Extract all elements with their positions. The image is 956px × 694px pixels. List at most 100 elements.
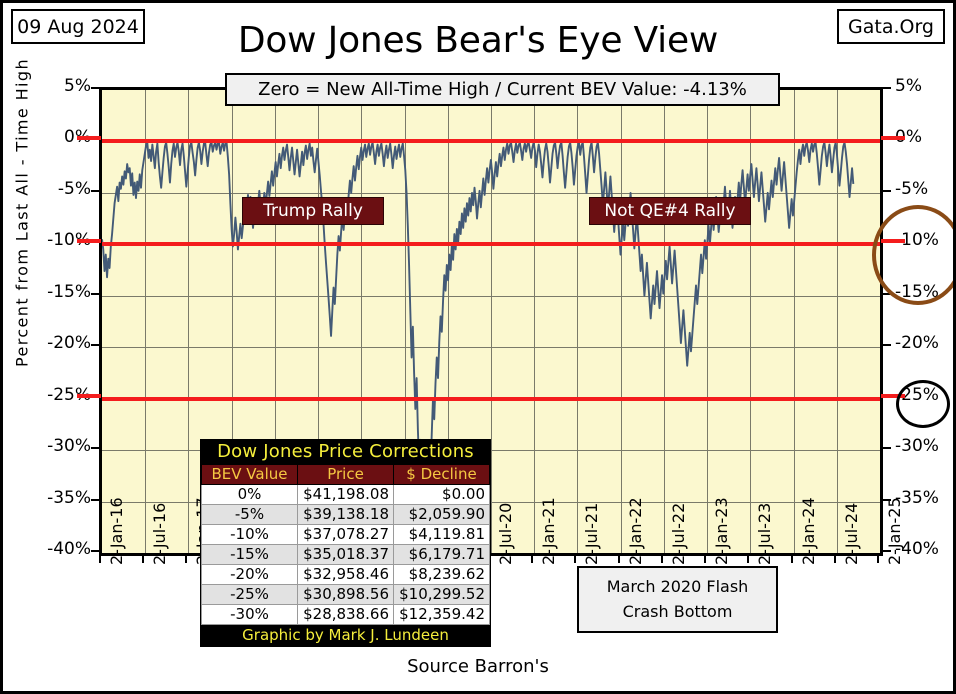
table-cell: $35,018.37 — [297, 544, 394, 565]
table-cell: -20% — [201, 564, 298, 585]
reference-line-stub — [77, 239, 101, 244]
y-tick-label-right: 0% — [895, 127, 922, 148]
table-footer-credit: Graphic by Mark J. Lundeen — [201, 625, 490, 646]
date-text: 09 Aug 2024 — [17, 15, 139, 38]
reference-line — [102, 396, 880, 401]
x-tick-mark — [747, 556, 750, 563]
table-cell: $2,059.90 — [393, 504, 490, 525]
y-tick-label-right: -40% — [895, 539, 939, 559]
annotation-flash-crash: March 2020 Flash Crash Bottom — [577, 566, 778, 633]
reference-line — [102, 139, 880, 144]
y-tick-mark-right — [883, 498, 891, 501]
table-row: -30% $28,838.66 $12,359.42 — [201, 604, 490, 625]
y-tick-label-right: -20% — [895, 333, 939, 354]
date-badge: 09 Aug 2024 — [11, 9, 145, 44]
plot-inner — [102, 90, 880, 553]
page-title: Dow Jones Bear's Eye View — [237, 20, 719, 61]
qe4-rally-label: Not QE#4 Rally — [604, 201, 736, 221]
y-tick-mark-left — [91, 498, 99, 501]
gridline-vertical — [534, 90, 536, 553]
x-tick-mark — [704, 556, 707, 563]
table-cell: $12,359.42 — [393, 604, 490, 625]
gridline-vertical — [404, 90, 406, 553]
x-tick-mark — [660, 556, 663, 563]
table-header-row: BEV Value Price $ Decline — [201, 464, 490, 485]
table-title: Dow Jones Price Corrections — [201, 440, 490, 464]
source-label: Source Barron's — [407, 656, 549, 677]
y-tick-label-left: -30% — [47, 436, 91, 457]
y-tick-mark-left — [91, 344, 99, 347]
corrections-grid: BEV Value Price $ Decline 0% $41,198.08 $0… — [201, 464, 490, 625]
y-tick-mark-left — [91, 189, 99, 192]
flash-crash-line2: Crash Bottom — [622, 601, 733, 621]
plot-area: Trump Rally Not QE#4 Rally March 2020 Fl… — [99, 87, 953, 647]
x-tick-mark — [790, 556, 793, 563]
x-tick-mark — [531, 556, 534, 563]
table-cell: $0.00 — [393, 484, 490, 505]
col-bev-value: BEV Value — [201, 464, 298, 485]
gridline-vertical — [361, 90, 363, 553]
y-tick-label-left: -35% — [47, 487, 91, 508]
y-tick-mark-right — [883, 550, 891, 552]
y-tick-mark-left — [91, 447, 99, 450]
reference-line-stub — [881, 136, 905, 141]
gridline-vertical — [750, 90, 752, 553]
gridline-vertical — [836, 90, 838, 553]
trump-rally-label: Trump Rally — [263, 201, 363, 221]
table-cell: $8,239.62 — [393, 564, 490, 585]
x-tick-mark — [833, 556, 836, 563]
y-tick-mark-right — [883, 292, 891, 295]
table-cell: 0% — [201, 484, 298, 505]
highlight-circle-bear-threshold — [896, 380, 950, 428]
x-tick-mark — [617, 556, 620, 563]
x-tick-mark — [99, 556, 101, 563]
brand-text: Gata.Org — [848, 15, 934, 38]
reference-line-stub — [881, 393, 905, 398]
y-tick-mark-right — [883, 189, 891, 192]
gridline-vertical — [318, 90, 320, 553]
col-dollar-decline: $ Decline — [393, 464, 490, 485]
table-body: 0% $41,198.08 $0.00 -5% $39,138.18 $2,059.90-… — [201, 484, 490, 625]
y-tick-label-left: -25% — [47, 384, 91, 405]
reference-line-stub — [77, 136, 101, 141]
y-tick-mark-left — [91, 550, 99, 552]
table-cell: $28,838.66 — [297, 604, 394, 625]
table-cell: -5% — [201, 504, 298, 525]
subtitle-text: Zero = New All-Time High / Current BEV V… — [258, 79, 747, 100]
col-price: Price — [297, 464, 394, 485]
table-cell: -10% — [201, 524, 298, 545]
table-cell: -15% — [201, 544, 298, 565]
y-tick-label-left: -40% — [47, 539, 91, 559]
subtitle-banner: Zero = New All-Time High / Current BEV V… — [225, 73, 780, 106]
gridline-vertical — [145, 90, 147, 553]
gridline-vertical — [663, 90, 665, 553]
y-tick-label-left: -5% — [57, 178, 91, 199]
y-tick-mark-right — [883, 87, 891, 89]
gridline-vertical — [231, 90, 233, 553]
table-cell: $37,078.27 — [297, 524, 394, 545]
table-row: -20% $32,958.46 $8,239.62 — [201, 564, 490, 585]
table-cell: $4,119.81 — [393, 524, 490, 545]
brand-badge: Gata.Org — [837, 9, 945, 44]
reference-line — [102, 242, 880, 247]
y-tick-label-left: 5% — [64, 76, 91, 96]
x-tick-mark — [142, 556, 145, 563]
y-tick-label-right: -30% — [895, 436, 939, 457]
gridline-vertical — [793, 90, 795, 553]
highlight-circle-recent — [872, 205, 953, 305]
table-row: -25% $30,898.56 $10,299.52 — [201, 584, 490, 605]
table-cell: $41,198.08 — [297, 484, 394, 505]
y-tick-label-left: -10% — [47, 230, 91, 251]
gridline-vertical — [707, 90, 709, 553]
annotation-qe4-rally: Not QE#4 Rally — [589, 197, 751, 225]
table-cell: -30% — [201, 604, 298, 625]
y-tick-mark-left — [91, 87, 99, 89]
y-tick-label-left: -15% — [47, 281, 91, 302]
table-cell: -25% — [201, 584, 298, 605]
x-tick-mark — [185, 556, 188, 563]
table-row: 0% $41,198.08 $0.00 — [201, 484, 490, 505]
price-corrections-table: Dow Jones Price Corrections BEV Value Pr… — [200, 439, 491, 647]
gridline-vertical — [447, 90, 449, 553]
gridline-vertical — [491, 90, 492, 553]
